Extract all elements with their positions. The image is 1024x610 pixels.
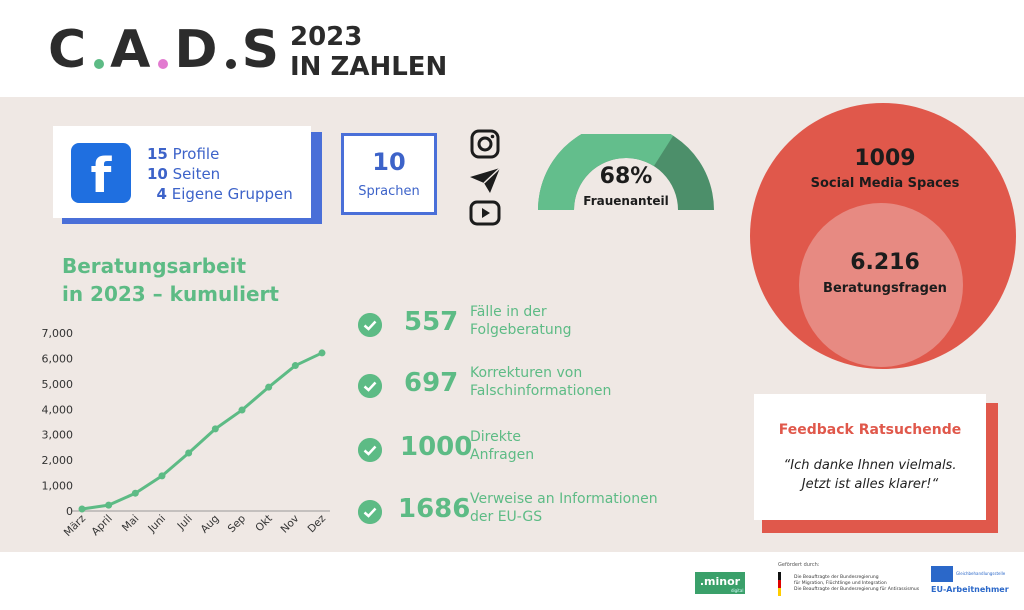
feedback-quote: “Ich danke Ihnen vielmals. Jetzt ist all… — [783, 458, 957, 492]
facebook-line-profile: 15 Profile — [147, 145, 220, 163]
check-icon — [358, 374, 382, 398]
data-point — [78, 505, 86, 513]
cads-logo: C A D S — [48, 20, 281, 80]
title-subtitle: IN ZAHLEN — [290, 52, 448, 82]
y-tick-label: 5,000 — [42, 378, 74, 391]
stat-label: Direkte Anfragen — [470, 429, 535, 463]
inner-circle-label: Beratungsfragen — [823, 281, 947, 296]
logo-letter-s: S — [241, 20, 282, 80]
eu-arbeitnehmer-name: EU-Arbeitnehmer — [931, 585, 1009, 594]
facebook-card: f 15 Profile 10 Seiten 4 Eigene Gruppen — [53, 126, 311, 218]
x-tick-label: April — [89, 513, 114, 538]
stat-korrekturen: 697 Korrekturen von Falschinformationen — [358, 365, 658, 414]
languages-count: 10 — [372, 148, 406, 176]
data-point — [291, 362, 299, 370]
section-title-line1: Beratungsarbeit — [62, 254, 247, 278]
stat-number: 557 — [404, 307, 459, 337]
data-point — [185, 449, 193, 457]
inner-circle — [799, 203, 963, 367]
data-point — [238, 406, 246, 414]
logo-letter-c: C — [48, 20, 89, 80]
facebook-stats: 15 Profile 10 Seiten 4 Eigene Gruppen — [147, 144, 293, 204]
gauge-chart — [538, 134, 714, 210]
outer-circle-number: 1009 — [854, 146, 916, 171]
stat-label: Fälle in der Folgeberatung — [470, 304, 572, 338]
languages-label: Sprachen — [358, 184, 420, 199]
y-tick-label: 3,000 — [42, 429, 74, 442]
section-title-line2: in 2023 – kumuliert — [62, 282, 279, 306]
data-point — [158, 472, 166, 480]
x-tick-label: Okt — [253, 513, 275, 535]
stat-number: 1000 — [400, 432, 473, 462]
logo-dot-green — [94, 59, 105, 69]
x-tick-label: Juli — [175, 513, 195, 533]
paper-plane-icon — [470, 167, 501, 193]
data-point — [131, 489, 139, 497]
german-flag-icon — [778, 572, 781, 596]
y-tick-label: 1,000 — [42, 480, 74, 493]
facebook-line-gruppen: 4 Eigene Gruppen — [156, 185, 293, 203]
gauge-caption: Frauenanteil — [583, 194, 669, 208]
funded-by-label: Gefördert durch: — [778, 562, 820, 568]
title-year: 2023 — [290, 22, 363, 52]
data-point — [265, 383, 273, 391]
y-tick-label: 4,000 — [42, 403, 74, 416]
stat-folgeberatung: 557 Fälle in der Folgeberatung — [358, 304, 658, 353]
page-title: 2023 IN ZAHLEN — [290, 22, 447, 82]
check-icon — [358, 500, 382, 524]
data-point — [105, 501, 113, 509]
youtube-icon — [469, 200, 501, 226]
logo-letter-a: A — [110, 20, 153, 80]
check-icon — [358, 438, 382, 462]
series-line — [81, 351, 323, 511]
outer-circle-label: Social Media Spaces — [810, 176, 960, 191]
stat-verweise: 1686 Verweise an Informationen der EU-GS — [358, 491, 698, 540]
feedback-card: Feedback Ratsuchende “Ich danke Ihnen vi… — [754, 394, 986, 520]
gauge-fill — [538, 134, 674, 210]
cumulative-line-chart: 01,0002,0003,0004,0005,0006,0007,000März… — [42, 327, 330, 539]
stat-number: 697 — [404, 368, 459, 398]
feedback-title: Feedback Ratsuchende — [778, 422, 962, 438]
y-tick-label: 6,000 — [42, 352, 74, 365]
gauge-percent: 68% — [599, 164, 653, 189]
languages-box: 10 Sprachen — [341, 133, 437, 215]
x-tick-label: Dez — [305, 512, 328, 535]
stat-anfragen: 1000 Direkte Anfragen — [358, 429, 658, 478]
x-tick-label: Mai — [120, 513, 142, 535]
eu-arbeitnehmer-logo-icon — [931, 566, 953, 582]
y-tick-label: 0 — [66, 505, 73, 518]
stat-label: Verweise an Informationen der EU-GS — [470, 491, 658, 525]
logo-dot-pink — [158, 59, 169, 69]
government-text: Die Beauftragte der Bundesregierung für … — [794, 575, 920, 592]
data-point — [318, 349, 326, 357]
x-tick-label: Aug — [198, 513, 221, 536]
stat-number: 1686 — [398, 494, 471, 524]
x-tick-label: Juni — [145, 513, 168, 536]
facebook-line-seiten: 10 Seiten — [147, 165, 221, 183]
circles-graphic — [750, 103, 1016, 369]
facebook-icon: f — [71, 143, 131, 204]
y-tick-label: 7,000 — [42, 327, 74, 340]
data-point — [211, 425, 219, 433]
y-tick-label: 2,000 — [42, 454, 74, 467]
inner-circle-number: 6.216 — [850, 250, 920, 275]
eu-logo-subtext: Gleichbehandlungsstelle — [956, 571, 1006, 576]
x-tick-label: Sep — [226, 512, 249, 535]
instagram-icon — [470, 129, 500, 159]
check-icon — [358, 313, 382, 337]
logo-letter-d: D — [174, 20, 220, 80]
x-tick-label: Nov — [278, 513, 301, 536]
minor-logo-sub: digital — [731, 588, 744, 593]
section-title: Beratungsarbeit in 2023 – kumuliert — [62, 252, 279, 308]
minor-logo: .minor — [695, 572, 745, 594]
logo-dot-dark — [225, 59, 236, 69]
stat-label: Korrekturen von Falschinformationen — [470, 365, 612, 399]
